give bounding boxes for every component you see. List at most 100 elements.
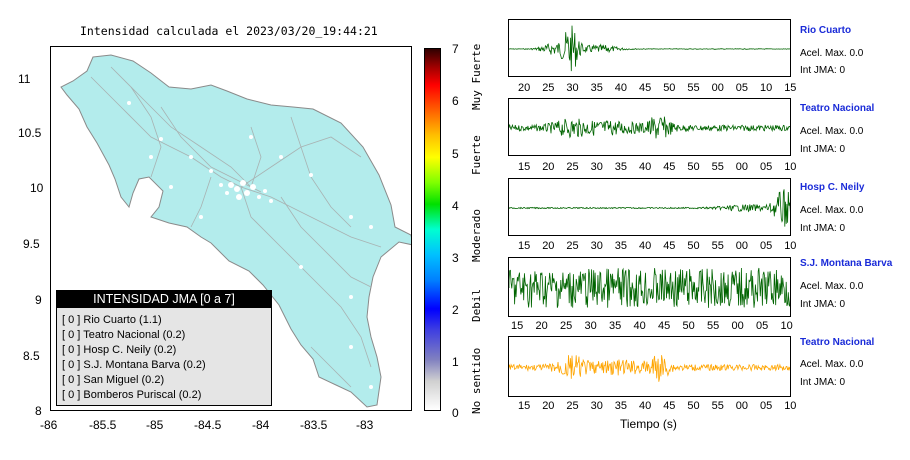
legend-row: [ 0 ] Hosp C. Neily (0.2) — [62, 344, 177, 356]
map-x-tick: -85.5 — [89, 418, 117, 432]
legend-row: [ 0 ] Rio Cuarto (1.1) — [62, 314, 162, 326]
time-tick-label: 15 — [518, 161, 531, 173]
intensity-colorbar — [424, 48, 441, 411]
time-tick-label: 45 — [663, 240, 676, 252]
time-tick-label: 45 — [663, 400, 676, 412]
waveform-panel-rio-cuarto[interactable] — [508, 19, 791, 77]
legend-header: INTENSIDAD JMA [0 a 7] — [57, 290, 271, 308]
colorbar-label-muy-fuerte: Muy Fuerte — [470, 43, 483, 110]
time-tick-label: 25 — [560, 320, 573, 332]
time-tick-label: 35 — [614, 161, 628, 173]
time-tick-label: 15 — [784, 82, 797, 94]
map-y-tick: 8 — [35, 404, 42, 418]
station-acel: Acel. Max. 0.0 — [800, 126, 864, 137]
costa-rica-map — [60, 54, 411, 408]
map-x-tick: -86 — [40, 418, 58, 432]
time-tick-label: 10 — [760, 82, 773, 94]
station-int: Int JMA: 0 — [800, 223, 846, 234]
time-tick-label: 10 — [784, 161, 797, 173]
colorbar-label-debil: Debil — [470, 288, 483, 322]
time-tick-label: 20 — [535, 320, 548, 332]
time-tick-label: 20 — [542, 240, 555, 252]
colorbar-tick: 2 — [452, 303, 459, 317]
colorbar-tick: 1 — [452, 355, 459, 369]
time-tick-label: 20 — [542, 400, 555, 412]
map-y-tick: 11 — [18, 72, 31, 86]
time-tick-label: 50 — [682, 320, 695, 332]
station-name-sj-montana-barva: S.J. Montana Barva — [800, 258, 893, 269]
time-tick-label: 35 — [614, 240, 628, 252]
waveform-trace — [509, 355, 790, 382]
map-y-tick: 9.5 — [23, 237, 40, 251]
time-tick-label: 15 — [518, 400, 531, 412]
waveform-trace — [509, 267, 790, 308]
time-tick-label: 35 — [609, 320, 622, 332]
time-tick-label: 40 — [633, 320, 646, 332]
colorbar-label-fuerte: Fuerte — [470, 135, 483, 175]
time-tick-label: 00 — [735, 240, 749, 252]
time-tick-label: 45 — [639, 82, 652, 94]
time-tick-label: 25 — [566, 161, 579, 173]
time-tick-label: 10 — [784, 240, 797, 252]
time-axis-title: Tiempo (s) — [620, 417, 677, 431]
map-title: Intensidad calculada el 2023/03/20_19:44… — [80, 24, 378, 38]
time-tick-label: 45 — [658, 320, 671, 332]
time-tick-label: 00 — [735, 161, 749, 173]
colorbar-tick: 3 — [452, 251, 459, 265]
time-tick-label: 30 — [584, 320, 597, 332]
time-tick-label: 05 — [760, 240, 773, 252]
station-dots — [127, 101, 373, 389]
time-tick-label: 40 — [639, 161, 652, 173]
waveform-trace — [509, 25, 790, 72]
time-tick-label: 10 — [784, 400, 797, 412]
time-tick-label: 15 — [518, 240, 531, 252]
time-tick-label: 50 — [687, 240, 700, 252]
colorbar-tick: 4 — [452, 199, 459, 213]
time-tick-label: 05 — [760, 400, 773, 412]
station-acel: Acel. Max. 0.0 — [800, 359, 864, 370]
time-tick-label: 40 — [639, 240, 652, 252]
station-name-teatro-nacional-2: Teatro Nacional — [800, 337, 875, 348]
station-acel: Acel. Max. 0.0 — [800, 48, 864, 59]
colorbar-tick: 0 — [452, 406, 459, 420]
colorbar-tick: 5 — [452, 147, 459, 161]
time-tick-label: 50 — [687, 400, 700, 412]
station-int: Int JMA: 0 — [800, 299, 846, 310]
map-x-tick: -85 — [146, 418, 164, 432]
station-name-rio-cuarto: Rio Cuarto — [800, 25, 852, 36]
station-acel: Acel. Max. 0.0 — [800, 205, 864, 216]
time-tick-label: 30 — [590, 161, 603, 173]
time-tick-label: 05 — [735, 82, 749, 94]
map-x-tick: -83 — [356, 418, 374, 432]
time-tick-label: 35 — [614, 400, 628, 412]
colorbar-label-no-sentido: No sentido — [470, 347, 483, 414]
time-tick-label: 40 — [614, 82, 628, 94]
waveform-panel-teatro-nacional[interactable] — [508, 98, 791, 156]
time-tick-label: 00 — [731, 320, 744, 332]
colorbar-tick: 7 — [452, 42, 459, 56]
time-tick-label: 50 — [663, 82, 676, 94]
time-tick-label: 30 — [590, 400, 603, 412]
time-tick-label: 05 — [760, 161, 773, 173]
time-tick-label: 55 — [711, 400, 724, 412]
waveform-panel-hosp-c-neily[interactable] — [508, 178, 791, 236]
station-int: Int JMA: 0 — [800, 377, 846, 388]
time-tick-label: 55 — [707, 320, 720, 332]
waveform-panel-teatro-nacional-2[interactable] — [508, 336, 791, 397]
colorbar-label-moderado: Moderado — [470, 209, 483, 262]
time-tick-label: 05 — [756, 320, 769, 332]
time-tick-label: 15 — [511, 320, 524, 332]
station-acel: Acel. Max. 0.0 — [800, 281, 864, 292]
time-tick-label: 30 — [566, 82, 579, 94]
time-tick-label: 35 — [590, 82, 603, 94]
map-y-tick: 10.5 — [18, 126, 42, 140]
legend-row: [ 0 ] S.J. Montana Barva (0.2) — [62, 359, 206, 371]
waveform-trace — [509, 116, 790, 139]
time-tick-label: 10 — [780, 320, 793, 332]
waveform-panel-sj-montana-barva[interactable] — [508, 257, 791, 317]
time-tick-label: 00 — [711, 82, 724, 94]
time-tick-label: 00 — [735, 400, 749, 412]
map-x-tick: -83.5 — [300, 418, 328, 432]
time-tick-label: 25 — [542, 82, 555, 94]
intensity-legend — [56, 290, 272, 406]
